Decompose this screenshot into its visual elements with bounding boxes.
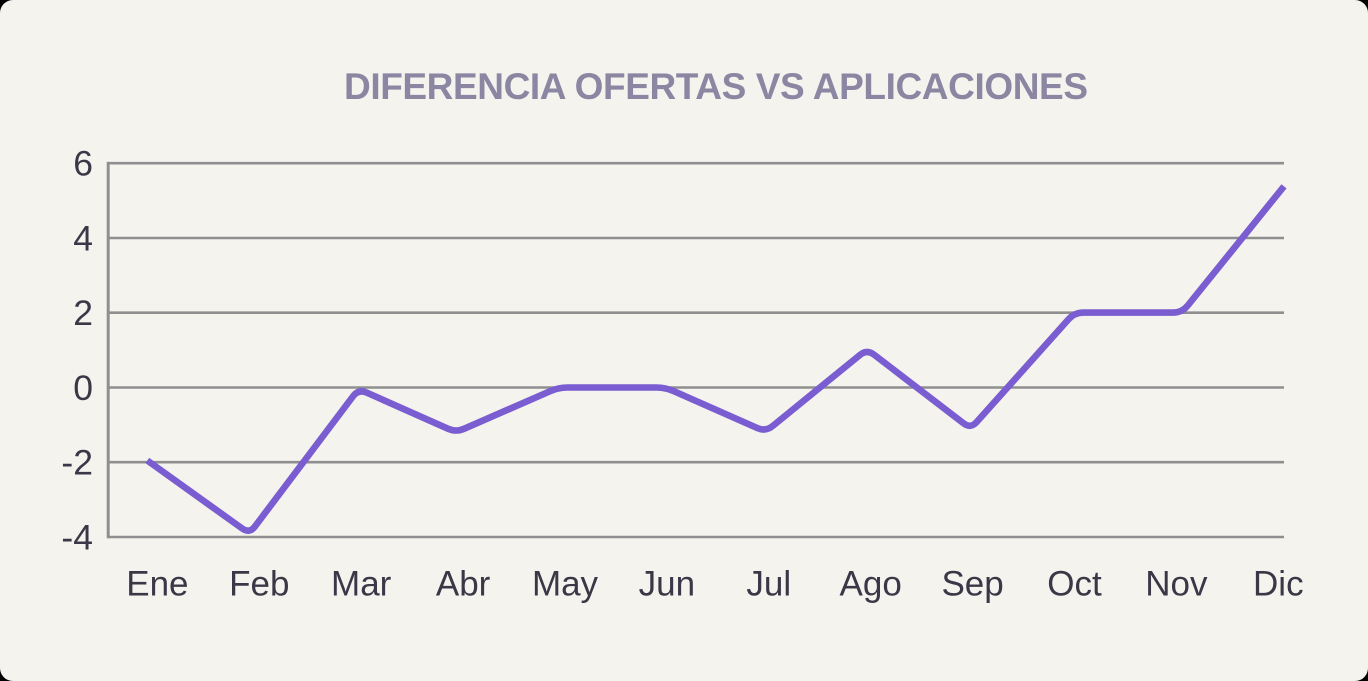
svg-text:Feb: Feb — [229, 565, 289, 604]
svg-text:0: 0 — [73, 368, 93, 408]
svg-text:Abr: Abr — [436, 565, 491, 604]
svg-text:-2: -2 — [61, 443, 93, 483]
svg-text:4: 4 — [73, 218, 93, 258]
svg-text:Oct: Oct — [1047, 565, 1102, 604]
svg-text:DIFERENCIA OFERTAS VS APLICACI: DIFERENCIA OFERTAS VS APLICACIONES — [344, 66, 1088, 107]
svg-text:6: 6 — [73, 144, 93, 184]
svg-text:2: 2 — [73, 293, 93, 333]
svg-text:Sep: Sep — [941, 565, 1003, 604]
svg-text:Dic: Dic — [1253, 565, 1304, 604]
svg-text:May: May — [532, 565, 599, 604]
svg-text:Jun: Jun — [639, 565, 695, 604]
svg-text:Jul: Jul — [746, 565, 791, 604]
svg-text:-4: -4 — [61, 517, 93, 557]
svg-text:Mar: Mar — [331, 565, 392, 604]
svg-text:Ene: Ene — [126, 565, 188, 604]
svg-text:Ago: Ago — [840, 565, 902, 604]
svg-text:Nov: Nov — [1145, 565, 1208, 604]
